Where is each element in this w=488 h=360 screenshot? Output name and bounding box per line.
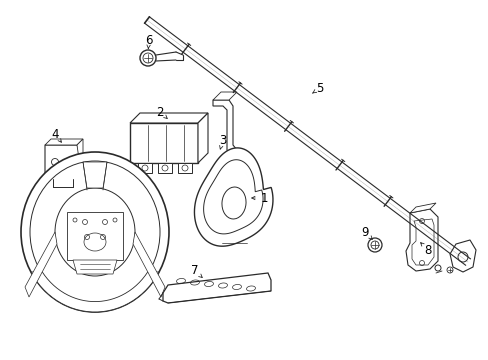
Polygon shape	[411, 219, 433, 265]
Text: 4: 4	[51, 127, 59, 140]
Text: 2: 2	[156, 105, 163, 118]
Polygon shape	[45, 139, 83, 145]
Polygon shape	[31, 272, 159, 312]
Text: 6: 6	[145, 33, 152, 46]
Text: 1: 1	[260, 192, 267, 204]
Polygon shape	[77, 139, 83, 173]
Polygon shape	[138, 163, 152, 173]
Polygon shape	[194, 148, 272, 246]
Polygon shape	[25, 232, 57, 297]
Polygon shape	[213, 100, 241, 165]
Text: 8: 8	[424, 243, 431, 256]
Polygon shape	[45, 145, 81, 179]
Polygon shape	[73, 260, 117, 274]
Text: 3: 3	[219, 134, 226, 147]
Polygon shape	[133, 232, 164, 297]
Ellipse shape	[55, 188, 135, 276]
Polygon shape	[409, 203, 435, 213]
Polygon shape	[130, 113, 207, 123]
Polygon shape	[130, 123, 198, 163]
Polygon shape	[405, 209, 437, 271]
Polygon shape	[163, 273, 270, 303]
Text: 9: 9	[361, 225, 368, 238]
Text: 7: 7	[191, 265, 198, 278]
Polygon shape	[198, 113, 207, 163]
Polygon shape	[83, 162, 107, 188]
Text: 5: 5	[316, 81, 323, 94]
Polygon shape	[67, 212, 123, 260]
Polygon shape	[178, 163, 192, 173]
Polygon shape	[158, 163, 172, 173]
Polygon shape	[213, 92, 237, 100]
Ellipse shape	[21, 152, 169, 312]
